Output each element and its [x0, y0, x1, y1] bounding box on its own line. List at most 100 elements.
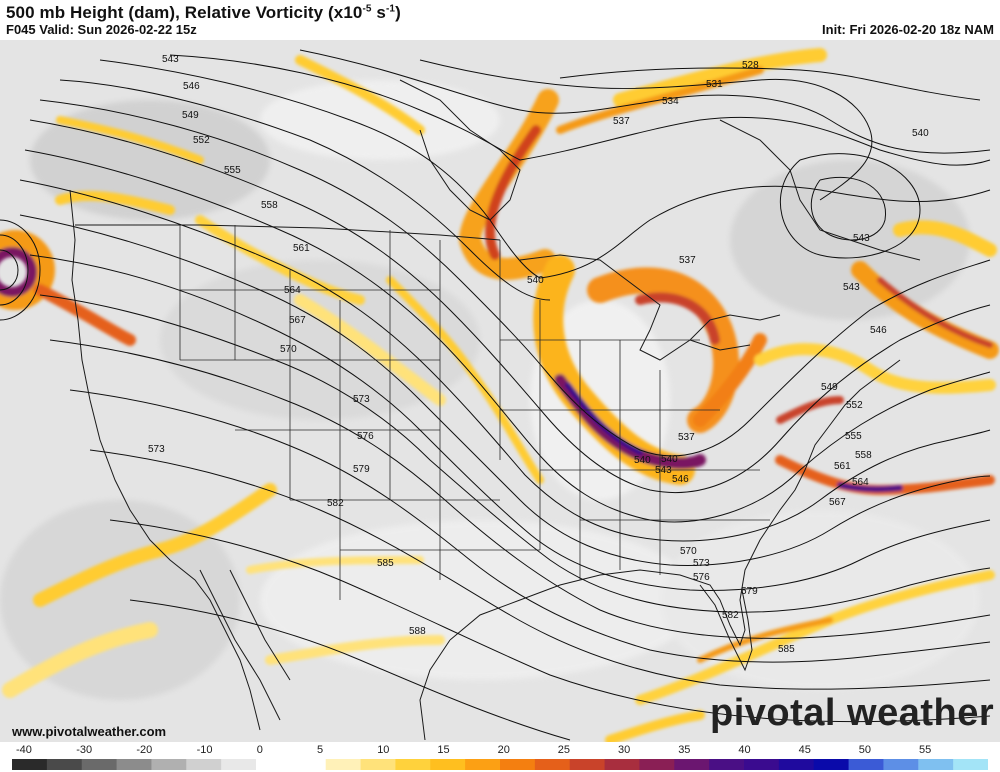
- colorbar-tick-label: -40: [16, 744, 32, 756]
- baja-coastline: [199, 569, 291, 721]
- colorbar-swatch: [116, 759, 152, 770]
- mexico-coastline: [419, 639, 451, 741]
- colorbar-swatch: [813, 759, 850, 770]
- title-exponent: -5: [362, 3, 372, 15]
- map-boundaries: [69, 79, 921, 741]
- contour-label: 540: [634, 455, 651, 466]
- init-time: Init: Fri 2026-02-20 18z NAM: [822, 22, 994, 37]
- contour-label: 546: [672, 474, 689, 485]
- colorbar-swatch: [325, 759, 362, 770]
- contour-label: 579: [353, 464, 370, 475]
- colorbar-swatch: [534, 759, 571, 770]
- colorbar-swatch: [430, 759, 466, 770]
- colorbar-swatch: [221, 759, 257, 770]
- contour-label: 537: [678, 432, 695, 443]
- us-canada-border: [75, 224, 501, 241]
- contour-label: 582: [722, 610, 739, 621]
- contour-label: 543: [843, 282, 860, 293]
- contour-labels: 528 531 534 537 540 543 546 549 552 555 …: [148, 54, 929, 655]
- labrador-coast: [719, 119, 921, 261]
- contour-label: 552: [193, 135, 210, 146]
- contour-label: 558: [261, 200, 278, 211]
- contour-label: 573: [148, 444, 165, 455]
- contour-label: 543: [655, 465, 672, 476]
- contour-label: 540: [527, 275, 544, 286]
- contour-label: 576: [693, 572, 710, 583]
- colorbar: -40 -30 -20 -10 0 5 10 15 20 25 30 35 40 45 50 55: [12, 744, 988, 770]
- colorbar-ticks: -40 -30 -20 -10 0 5 10 15 20 25 30 35 40 45 50 55: [16, 744, 931, 756]
- contour-label: 585: [778, 644, 795, 655]
- map-title: 500 mb Height (dam), Relative Vorticity …: [6, 3, 401, 23]
- colorbar-swatch: [604, 759, 640, 770]
- contour-label: 579: [741, 586, 758, 597]
- contour-label: 567: [829, 497, 846, 508]
- title-unit: s: [371, 3, 386, 22]
- colorbar-swatch: [151, 759, 187, 770]
- contour-label: 561: [834, 461, 851, 472]
- contour-label: 543: [162, 54, 179, 65]
- colorbar-tick-label: -10: [197, 744, 213, 756]
- contour-label: 546: [870, 325, 887, 336]
- colorbar-swatch: [569, 759, 606, 770]
- title-text: 500 mb Height (dam), Relative Vorticity …: [6, 3, 363, 22]
- colorbar-swatch: [465, 759, 501, 770]
- contour-label: 534: [662, 96, 679, 107]
- contour-label: 570: [280, 344, 297, 355]
- colorbar-swatch: [883, 759, 919, 770]
- contour-label: 528: [742, 60, 759, 71]
- contour-label: 573: [693, 558, 710, 569]
- colorbar-tick-label: 50: [859, 744, 871, 756]
- contour-label: 570: [680, 546, 697, 557]
- contour-label: 582: [327, 498, 344, 509]
- colorbar-tick-label: 5: [317, 744, 323, 756]
- valid-time: F045 Valid: Sun 2026-02-22 15z: [6, 22, 197, 37]
- contour-label: 537: [613, 116, 630, 127]
- colorbar-tick-label: 45: [799, 744, 811, 756]
- colorbar-swatch: [500, 759, 536, 770]
- hudson-bay: [399, 79, 521, 221]
- colorbar-tick-label: 40: [738, 744, 750, 756]
- contour-label: 585: [377, 558, 394, 569]
- contour-label: 555: [224, 165, 241, 176]
- colorbar-swatch: [360, 759, 396, 770]
- contour-label: 588: [409, 626, 426, 637]
- colorbar-swatch: [674, 759, 710, 770]
- website-url: www.pivotalweather.com: [12, 724, 167, 739]
- colorbar-swatch: [744, 759, 780, 770]
- contour-label: 540: [912, 128, 929, 139]
- colorbar-swatch: [918, 759, 954, 770]
- colorbar-tick-label: 25: [558, 744, 570, 756]
- colorbar-swatch: [186, 759, 222, 770]
- contour-label: 531: [706, 79, 723, 90]
- colorbar-swatch: [778, 759, 815, 770]
- colorbar-swatch: [12, 759, 48, 770]
- map-header: 500 mb Height (dam), Relative Vorticity …: [0, 0, 1000, 40]
- contour-label: 567: [289, 315, 306, 326]
- contour-label: 543: [853, 233, 870, 244]
- contour-label: 558: [855, 450, 872, 461]
- contour-label: 555: [845, 431, 862, 442]
- colorbar-tick-label: -30: [76, 744, 92, 756]
- brand-logo: pivotal weather: [710, 692, 995, 734]
- height-contours: [0, 49, 991, 741]
- colorbar-swatch: [639, 759, 675, 770]
- contour-label: 546: [183, 81, 200, 92]
- colorbar-swatch: [46, 759, 83, 770]
- contour-label: 564: [284, 285, 301, 296]
- colorbar-swatch: [81, 759, 118, 770]
- contour-label: 537: [679, 255, 696, 266]
- colorbar-swatches: [12, 759, 988, 770]
- colorbar-swatch: [256, 759, 292, 770]
- colorbar-tick-label: 35: [678, 744, 690, 756]
- weather-map: 528 531 534 537 540 543 546 549 552 555 …: [0, 40, 1000, 742]
- colorbar-tick-label: -20: [136, 744, 152, 756]
- colorbar-tick-label: 15: [437, 744, 449, 756]
- colorbar-swatch: [290, 759, 327, 770]
- contour-label: 561: [293, 243, 310, 254]
- west-coastline: [69, 189, 261, 731]
- colorbar-swatch: [953, 759, 988, 770]
- vorticity-bands: [0, 48, 999, 742]
- title-unit-exponent: -1: [385, 3, 396, 15]
- contour-label: 540: [661, 454, 678, 465]
- contour-label: 549: [182, 110, 199, 121]
